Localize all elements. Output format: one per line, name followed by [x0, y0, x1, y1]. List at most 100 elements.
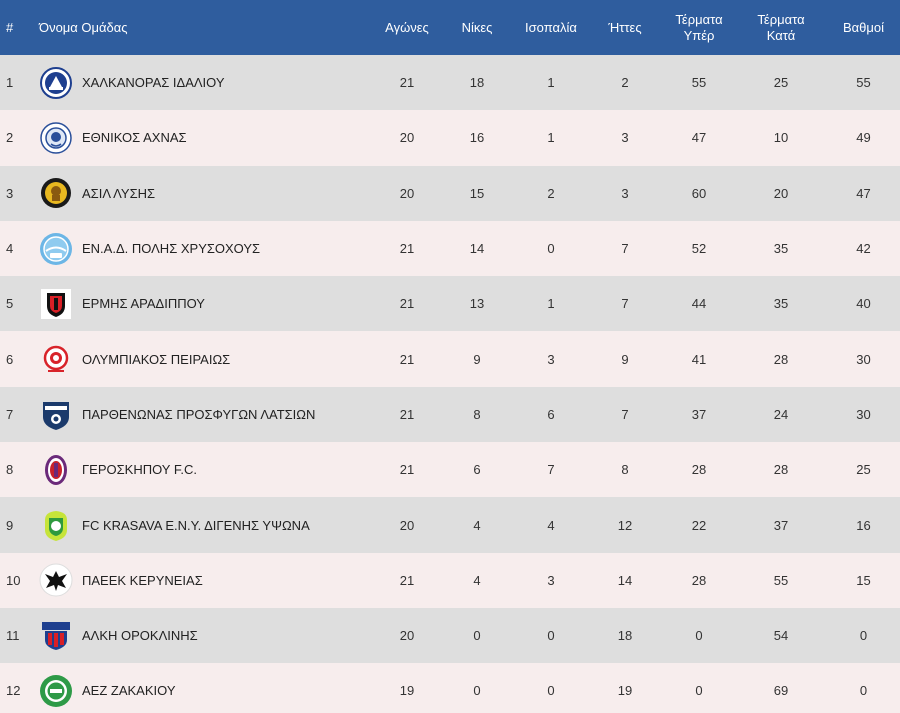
team-link[interactable]: ΧΑΛΚΑΝΟΡΑΣ ΙΔΑΛΙΟΥ [39, 66, 375, 100]
team-link[interactable]: ΑΣΙΛ ΛΥΣΗΣ [39, 176, 375, 210]
table-row[interactable]: 12 ΑΕΖ ΖΑΚΑΚΙΟΥ 19 0 0 19 0 69 0 [0, 663, 900, 713]
cell-team[interactable]: ΧΑΛΚΑΝΟΡΑΣ ΙΔΑΛΙΟΥ [38, 55, 375, 110]
cell-played: 21 [399, 241, 415, 257]
team-name[interactable]: ΑΕΖ ΖΑΚΑΚΙΟΥ [82, 683, 176, 699]
cell-rank: 1 [6, 75, 14, 91]
team-link[interactable]: ΠΑΡΘΕΝΩΝΑΣ ΠΡΟΣΦΥΓΩΝ ΛΑΤΣΙΩΝ [39, 397, 375, 431]
cell-losses: 2 [621, 75, 629, 91]
team-link[interactable]: ΠΑΕΕΚ ΚΕΡΥΝΕΙΑΣ [39, 563, 375, 597]
cell-team[interactable]: ΑΕΖ ΖΑΚΑΚΙΟΥ [38, 663, 375, 713]
cell-played: 20 [399, 185, 415, 201]
cell-wins: 0 [473, 683, 481, 699]
team-name[interactable]: ΟΛΥΜΠΙΑΚΟΣ ΠΕΙΡΑΙΩΣ [82, 351, 231, 367]
team-link[interactable]: ΕΡΜΗΣ ΑΡΑΔΙΠΠΟΥ [39, 287, 375, 321]
cell-losses: 18 [617, 628, 633, 644]
cell-points: 30 [856, 406, 871, 422]
header-team[interactable]: Όνομα Ομάδας [39, 19, 128, 35]
table-row[interactable]: 11 ΑΛΚΗ ΟΡΟΚΛΙΝΗΣ 20 0 0 18 0 54 0 [0, 607, 900, 664]
cell-wins: 6 [473, 462, 481, 478]
cell-team[interactable]: ΑΣΙΛ ΛΥΣΗΣ [38, 166, 375, 221]
header-played[interactable]: Αγώνες [385, 19, 429, 35]
ethnikos-achnas-crest-icon [39, 121, 73, 155]
cell-goals-for: 0 [695, 683, 703, 699]
standings-body: 1 ΧΑΛΚΑΝΟΡΑΣ ΙΔΑΛΙΟΥ 21 18 1 2 55 25 55 2 ΕΘΝΙΚΟΣ … [0, 55, 900, 713]
team-name[interactable]: ΧΑΛΚΑΝΟΡΑΣ ΙΔΑΛΙΟΥ [82, 75, 225, 91]
table-row[interactable]: 4 ΕΝ.Α.Δ. ΠΟΛΗΣ ΧΡΥΣΟΧΟΥΣ 21 14 0 7 52 35 42 [0, 220, 900, 277]
table-row[interactable]: 2 ΕΘΝΙΚΟΣ ΑΧΝΑΣ 20 16 1 3 47 10 49 [0, 110, 900, 166]
table-row[interactable]: 9 FC KRASAVA Ε.Ν.Υ. ΔΙΓΕΝΗΣ ΥΨΩΝΑ 20 4 4 12 22… [0, 497, 900, 553]
team-name[interactable]: FC KRASAVA Ε.Ν.Υ. ΔΙΓΕΝΗΣ ΥΨΩΝΑ [82, 517, 310, 533]
table-row[interactable]: 7 ΠΑΡΘΕΝΩΝΑΣ ΠΡΟΣΦΥΓΩΝ ΛΑΤΣΙΩΝ 21 8 6 7 37 24 30 [0, 386, 900, 443]
cell-team[interactable]: ΕΘΝΙΚΟΣ ΑΧΝΑΣ [38, 110, 375, 165]
table-row[interactable]: 6 ΟΛΥΜΠΙΑΚΟΣ ΠΕΙΡΑΙΩΣ 21 9 3 9 41 28 30 [0, 331, 900, 387]
cell-goals-against: 55 [773, 572, 789, 588]
cell-team[interactable]: ΠΑΕΕΚ ΚΕΡΥΝΕΙΑΣ [38, 553, 375, 608]
header-goals-against-line2: Κατά [766, 27, 796, 43]
cell-played: 21 [399, 296, 415, 312]
team-link[interactable]: ΓΕΡΟΣΚΗΠΟΥ F.C. [39, 453, 375, 487]
team-name[interactable]: ΓΕΡΟΣΚΗΠΟΥ F.C. [82, 462, 197, 478]
cell-rank: 9 [6, 517, 14, 533]
cell-points: 25 [856, 462, 871, 478]
team-link[interactable]: ΑΛΚΗ ΟΡΟΚΛΙΝΗΣ [39, 619, 375, 653]
team-name[interactable]: ΠΑΕΕΚ ΚΕΡΥΝΕΙΑΣ [82, 572, 203, 588]
cell-rank: 7 [6, 406, 14, 422]
cell-team[interactable]: FC KRASAVA Ε.Ν.Υ. ΔΙΓΕΝΗΣ ΥΨΩΝΑ [38, 497, 375, 552]
cell-team[interactable]: ΕΝ.Α.Δ. ΠΟΛΗΣ ΧΡΥΣΟΧΟΥΣ [38, 221, 375, 276]
cell-points: 0 [859, 628, 868, 644]
cell-goals-for: 55 [691, 75, 707, 91]
team-name[interactable]: ΑΣΙΛ ΛΥΣΗΣ [82, 185, 156, 201]
cell-points: 47 [856, 185, 871, 201]
cell-points: 55 [856, 75, 871, 91]
header-goals-against[interactable]: Τέρματα Κατά [735, 0, 827, 55]
header-rank[interactable]: # [6, 19, 14, 35]
cell-team[interactable]: ΑΛΚΗ ΟΡΟΚΛΙΝΗΣ [38, 608, 375, 663]
header-draws[interactable]: Ισοπαλία [525, 19, 577, 35]
cell-draws: 1 [547, 296, 555, 312]
cell-wins: 14 [469, 241, 485, 257]
cell-wins: 4 [473, 517, 481, 533]
cell-team[interactable]: ΓΕΡΟΣΚΗΠΟΥ F.C. [38, 442, 375, 497]
cell-goals-for: 60 [691, 185, 707, 201]
cell-played: 20 [399, 130, 415, 146]
cell-draws: 3 [547, 351, 555, 367]
header-goals-for[interactable]: Τέρματα Υπέρ [663, 0, 735, 55]
header-points[interactable]: Βαθμοί [842, 19, 885, 35]
cell-goals-against: 25 [773, 75, 789, 91]
table-row[interactable]: 3 ΑΣΙΛ ΛΥΣΗΣ 20 15 2 3 60 20 47 [0, 165, 900, 221]
team-link[interactable]: ΟΛΥΜΠΙΑΚΟΣ ΠΕΙΡΑΙΩΣ [39, 342, 375, 376]
cell-goals-for: 0 [695, 628, 703, 644]
cell-points: 40 [856, 296, 871, 312]
team-link[interactable]: ΕΘΝΙΚΟΣ ΑΧΝΑΣ [39, 121, 375, 155]
cell-goals-for: 47 [691, 130, 707, 146]
paeek-crest-icon [39, 563, 73, 597]
team-name[interactable]: ΕΡΜΗΣ ΑΡΑΔΙΠΠΟΥ [82, 296, 205, 312]
cell-draws: 1 [547, 130, 555, 146]
table-header-row: # Όνομα Ομάδας Αγώνες Νίκες Ισοπαλία Ήττ… [0, 0, 900, 55]
cell-played: 21 [399, 75, 415, 91]
geroskipou-crest-icon [39, 453, 73, 487]
table-row[interactable]: 10 ΠΑΕΕΚ ΚΕΡΥΝΕΙΑΣ 21 4 3 14 28 55 15 [0, 552, 900, 608]
team-name[interactable]: ΑΛΚΗ ΟΡΟΚΛΙΝΗΣ [82, 628, 198, 644]
cell-played: 21 [399, 351, 415, 367]
cell-draws: 4 [547, 517, 555, 533]
header-wins[interactable]: Νίκες [461, 19, 493, 35]
cell-goals-against: 69 [773, 683, 789, 699]
table-row[interactable]: 1 ΧΑΛΚΑΝΟΡΑΣ ΙΔΑΛΙΟΥ 21 18 1 2 55 25 55 [0, 55, 900, 111]
cell-losses: 7 [621, 241, 629, 257]
team-name[interactable]: ΕΘΝΙΚΟΣ ΑΧΝΑΣ [82, 130, 187, 146]
team-link[interactable]: ΑΕΖ ΖΑΚΑΚΙΟΥ [39, 674, 375, 708]
cell-team[interactable]: ΠΑΡΘΕΝΩΝΑΣ ΠΡΟΣΦΥΓΩΝ ΛΑΤΣΙΩΝ [38, 387, 375, 442]
cell-team[interactable]: ΕΡΜΗΣ ΑΡΑΔΙΠΠΟΥ [38, 276, 375, 331]
table-row[interactable]: 5 ΕΡΜΗΣ ΑΡΑΔΙΠΠΟΥ 21 13 1 7 44 35 40 [0, 276, 900, 332]
team-link[interactable]: ΕΝ.Α.Δ. ΠΟΛΗΣ ΧΡΥΣΟΧΟΥΣ [39, 232, 375, 266]
header-losses[interactable]: Ήττες [608, 19, 642, 35]
cell-played: 21 [399, 462, 415, 478]
table-row[interactable]: 8 ΓΕΡΟΣΚΗΠΟΥ F.C. 21 6 7 8 28 28 25 [0, 442, 900, 498]
cell-wins: 16 [469, 130, 485, 146]
team-link[interactable]: FC KRASAVA Ε.Ν.Υ. ΔΙΓΕΝΗΣ ΥΨΩΝΑ [39, 508, 375, 542]
team-name[interactable]: ΠΑΡΘΕΝΩΝΑΣ ΠΡΟΣΦΥΓΩΝ ΛΑΤΣΙΩΝ [82, 406, 316, 422]
team-name[interactable]: ΕΝ.Α.Δ. ΠΟΛΗΣ ΧΡΥΣΟΧΟΥΣ [82, 241, 261, 257]
cell-goals-for: 41 [691, 351, 707, 367]
cell-team[interactable]: ΟΛΥΜΠΙΑΚΟΣ ΠΕΙΡΑΙΩΣ [38, 331, 375, 386]
